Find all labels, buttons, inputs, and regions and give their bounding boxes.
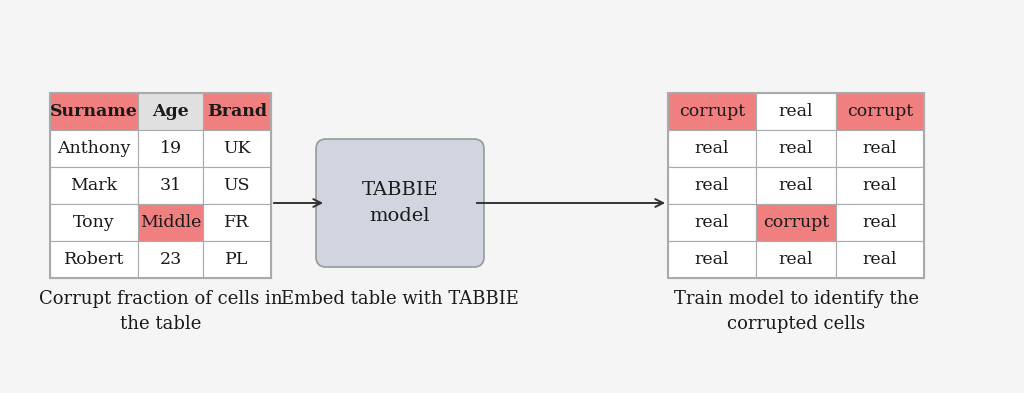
Text: Tony: Tony	[73, 214, 115, 231]
Bar	[203, 241, 271, 278]
Text: 23: 23	[160, 251, 181, 268]
Bar	[836, 241, 924, 278]
Bar	[138, 93, 203, 130]
Text: TABBIE
model: TABBIE model	[361, 181, 438, 225]
Text: PL: PL	[225, 251, 249, 268]
Text: Middle: Middle	[140, 214, 201, 231]
Bar	[836, 93, 924, 130]
Bar	[50, 204, 138, 241]
Text: real: real	[778, 103, 813, 120]
Text: real: real	[778, 140, 813, 157]
Text: Surname: Surname	[50, 103, 138, 120]
Text: 19: 19	[160, 140, 181, 157]
Bar	[756, 167, 836, 204]
Bar	[138, 130, 203, 167]
Text: real: real	[694, 177, 729, 194]
Bar	[203, 204, 271, 241]
Text: real: real	[694, 140, 729, 157]
Bar	[138, 204, 203, 241]
Text: real: real	[778, 177, 813, 194]
Text: Age: Age	[153, 103, 188, 120]
Bar	[836, 204, 924, 241]
Bar	[756, 204, 836, 241]
Text: real: real	[694, 251, 729, 268]
Text: UK: UK	[223, 140, 251, 157]
Bar	[668, 167, 756, 204]
Text: 31: 31	[160, 177, 181, 194]
Bar	[138, 241, 203, 278]
Text: Robert: Robert	[63, 251, 124, 268]
Bar	[668, 241, 756, 278]
Bar	[50, 130, 138, 167]
Bar	[756, 130, 836, 167]
Text: US: US	[224, 177, 250, 194]
Bar	[50, 241, 138, 278]
Text: FR: FR	[224, 214, 250, 231]
Text: real: real	[863, 177, 897, 194]
Bar	[668, 93, 756, 130]
Text: Anthony: Anthony	[57, 140, 131, 157]
Text: real: real	[863, 251, 897, 268]
Bar	[668, 130, 756, 167]
Text: real: real	[863, 214, 897, 231]
Text: real: real	[694, 214, 729, 231]
Text: corrupt: corrupt	[763, 214, 829, 231]
Text: Corrupt fraction of cells in
the table: Corrupt fraction of cells in the table	[39, 290, 283, 333]
Text: corrupt: corrupt	[847, 103, 913, 120]
Text: real: real	[863, 140, 897, 157]
Bar	[756, 93, 836, 130]
Text: Train model to identify the
corrupted cells: Train model to identify the corrupted ce…	[674, 290, 919, 333]
Bar	[138, 167, 203, 204]
Text: corrupt: corrupt	[679, 103, 745, 120]
Text: Mark: Mark	[71, 177, 118, 194]
Bar	[50, 167, 138, 204]
Bar	[203, 167, 271, 204]
Text: real: real	[778, 251, 813, 268]
Text: Brand: Brand	[207, 103, 267, 120]
Bar	[836, 167, 924, 204]
Bar	[203, 130, 271, 167]
FancyBboxPatch shape	[316, 139, 484, 267]
Bar	[668, 93, 924, 278]
Bar	[203, 93, 271, 130]
Bar	[50, 93, 138, 130]
Bar	[756, 241, 836, 278]
Bar	[50, 93, 271, 278]
Bar	[668, 204, 756, 241]
Text: Embed table with TABBIE: Embed table with TABBIE	[281, 290, 519, 308]
Bar	[836, 130, 924, 167]
